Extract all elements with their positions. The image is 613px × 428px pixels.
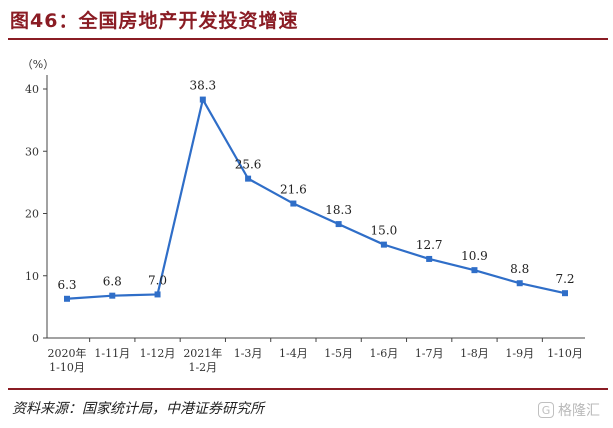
data-label: 18.3	[325, 203, 352, 217]
x-tick-label: 1-6月	[370, 347, 399, 360]
data-point	[290, 200, 297, 207]
x-tick-label: 1-10月	[49, 361, 85, 374]
y-tick-label: 30	[25, 145, 39, 158]
x-tick-label: 1-4月	[279, 347, 308, 360]
x-tick-label: 2021年	[183, 346, 222, 360]
watermark: G 格隆汇	[538, 399, 610, 421]
data-point	[199, 96, 206, 103]
chart-title: 图46：全国房地产开发投资增速	[10, 10, 299, 32]
data-point	[380, 241, 387, 248]
data-label: 6.3	[57, 278, 76, 292]
x-tick-label: 1-12月	[140, 347, 176, 360]
data-point	[154, 291, 161, 298]
y-unit-label: （%）	[22, 58, 54, 71]
y-tick-label: 20	[25, 208, 39, 221]
x-tick-label: 2020年	[48, 346, 87, 360]
data-label: 38.3	[189, 79, 216, 93]
y-tick-label: 40	[25, 83, 39, 96]
title-divider	[8, 38, 608, 40]
data-point	[562, 290, 568, 297]
x-tick-label: 1-3月	[234, 347, 263, 360]
data-label: 15.0	[371, 224, 398, 238]
series-line	[66, 98, 566, 300]
watermark-logo-icon: G	[538, 402, 554, 418]
footer-divider	[8, 388, 608, 390]
x-tick-label: 1-5月	[324, 347, 353, 360]
data-point	[335, 221, 342, 228]
x-tick-label: 1-8月	[460, 347, 489, 360]
data-label: 6.8	[103, 275, 122, 289]
y-tick-label: 10	[25, 270, 39, 283]
data-point	[64, 295, 70, 302]
data-point	[426, 255, 433, 262]
data-label: 7.0	[148, 273, 167, 287]
data-point	[471, 267, 478, 274]
y-tick-label: 0	[32, 332, 39, 345]
data-label: 25.6	[235, 158, 262, 172]
x-tick-label: 1-7月	[415, 347, 444, 360]
data-point	[516, 280, 523, 287]
x-tick-label: 1-2月	[188, 361, 217, 374]
data-point	[245, 175, 252, 182]
data-label: 10.9	[461, 249, 488, 263]
data-label: 7.2	[555, 272, 574, 286]
data-point	[109, 292, 116, 299]
watermark-text: 格隆汇	[558, 403, 600, 419]
x-tick-label: 1-9月	[505, 347, 534, 360]
x-tick-label: 1-11月	[94, 347, 130, 360]
data-label: 8.8	[510, 262, 529, 276]
data-label: 12.7	[416, 238, 443, 252]
data-label: 21.6	[280, 183, 307, 197]
source-note: 资料来源：国家统计局，中港证券研究所	[12, 401, 264, 417]
x-tick-label: 1-10月	[547, 347, 583, 360]
